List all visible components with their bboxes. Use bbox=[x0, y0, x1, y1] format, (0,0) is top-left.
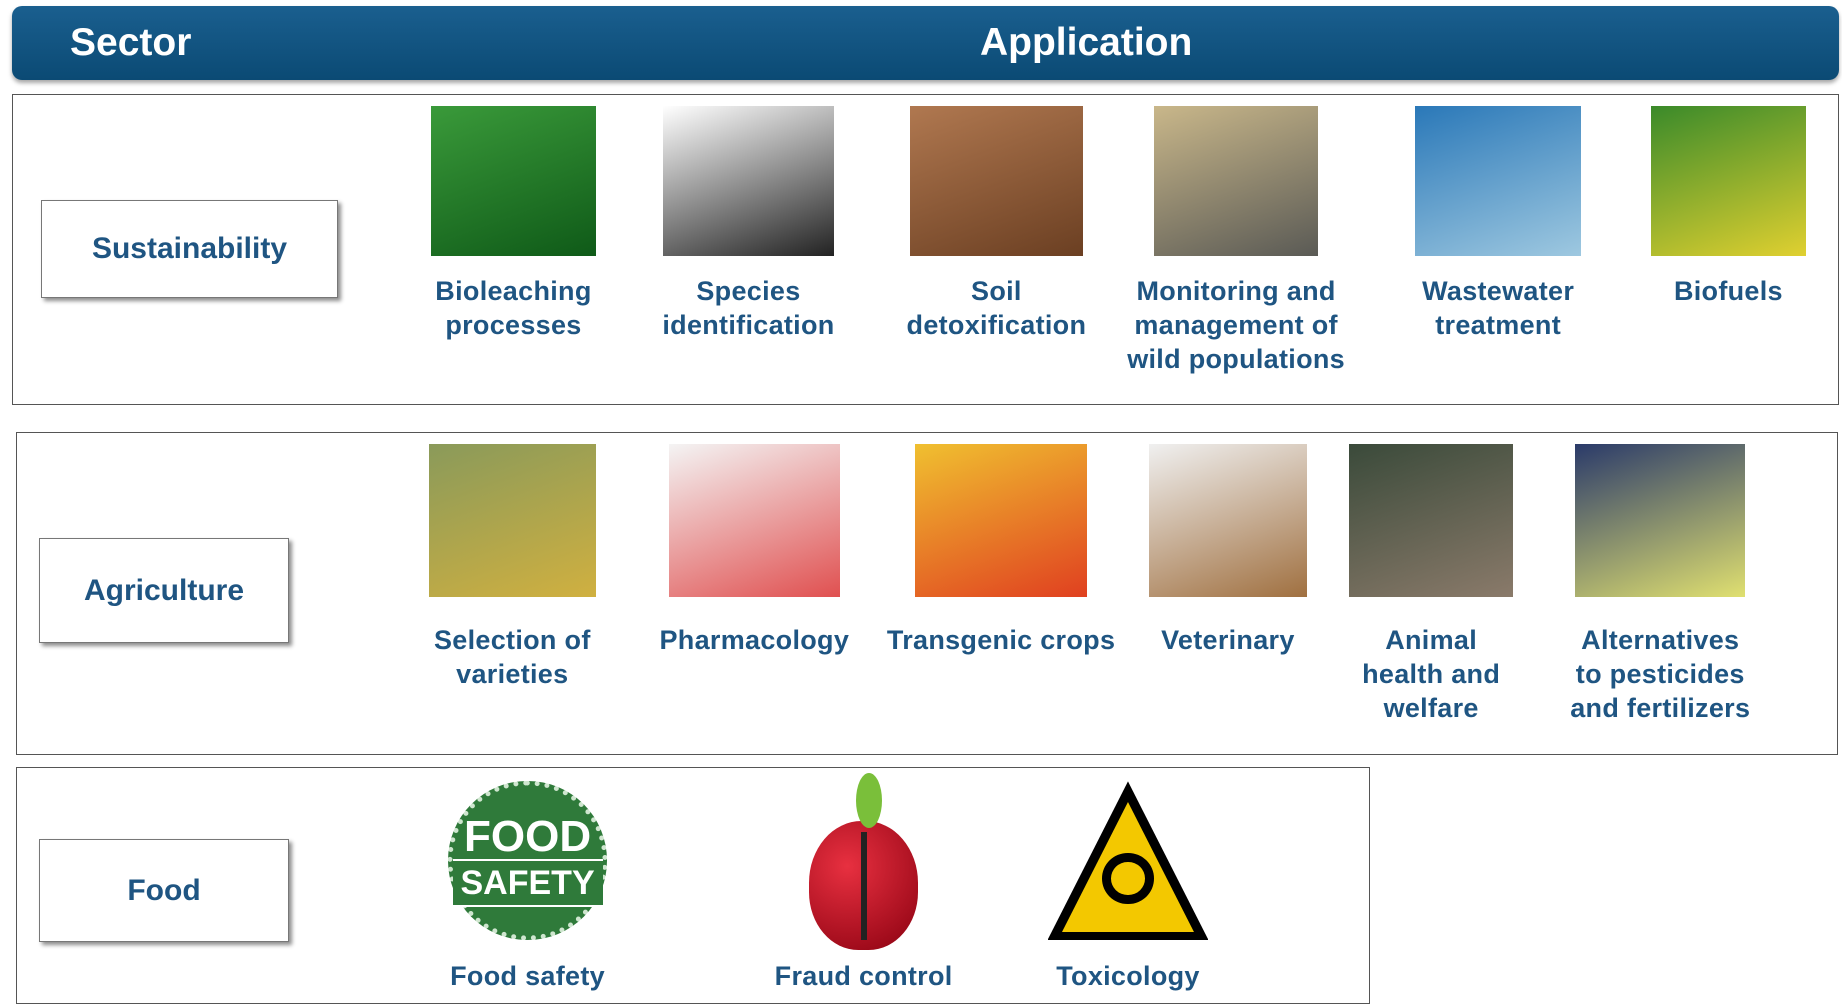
label-line: Food safety bbox=[398, 959, 658, 993]
application-image bbox=[429, 444, 596, 597]
application-image bbox=[1154, 106, 1319, 256]
application-label: Biofuels bbox=[1598, 274, 1842, 308]
label-line: Toxicology bbox=[998, 959, 1258, 993]
application-label: Pharmacology bbox=[624, 623, 884, 657]
label-line: Bioleaching bbox=[383, 274, 643, 308]
label-line: varieties bbox=[382, 657, 642, 691]
application-image bbox=[669, 444, 841, 597]
zipper bbox=[861, 832, 867, 940]
label-line: Soil bbox=[866, 274, 1126, 308]
application-image bbox=[1651, 106, 1806, 256]
badge-text: SAFETY bbox=[453, 859, 603, 907]
application-image bbox=[915, 444, 1087, 597]
label-line: Alternatives bbox=[1530, 623, 1790, 657]
page: {"header": {"sector": "Sector", "applica… bbox=[0, 0, 1842, 1003]
label-line: Biofuels bbox=[1598, 274, 1842, 308]
label-line: Animal bbox=[1301, 623, 1561, 657]
label-line: treatment bbox=[1368, 308, 1628, 342]
application-image bbox=[1149, 444, 1308, 597]
application-label: Fraud control bbox=[734, 959, 994, 993]
sector-label: Sustainability bbox=[41, 200, 338, 298]
label-line: welfare bbox=[1301, 691, 1561, 725]
label-line: Transgenic crops bbox=[871, 623, 1131, 657]
label-line: management of bbox=[1106, 308, 1366, 342]
badge-text: FOOD bbox=[464, 815, 591, 859]
application-image bbox=[431, 106, 596, 256]
label-line: health and bbox=[1301, 657, 1561, 691]
sector-label: Food bbox=[39, 839, 289, 942]
label-line: Monitoring and bbox=[1106, 274, 1366, 308]
label-line: Fraud control bbox=[734, 959, 994, 993]
application-label: Toxicology bbox=[998, 959, 1258, 993]
application-label: Food safety bbox=[398, 959, 658, 993]
label-line: detoxification bbox=[866, 308, 1126, 342]
label-line: Selection of bbox=[382, 623, 642, 657]
application-label: Transgenic crops bbox=[871, 623, 1131, 657]
label-line: Pharmacology bbox=[624, 623, 884, 657]
label-line: Species bbox=[618, 274, 878, 308]
header-sector: Sector bbox=[70, 6, 191, 80]
label-line: and fertilizers bbox=[1530, 691, 1790, 725]
header-application: Application bbox=[980, 6, 1192, 80]
application-image bbox=[663, 106, 833, 256]
application-image bbox=[910, 106, 1083, 256]
apple-image bbox=[809, 821, 919, 950]
leaf bbox=[856, 773, 882, 828]
header-bar: Sector Application bbox=[12, 6, 1839, 80]
application-image bbox=[1349, 444, 1514, 597]
sector-label: Agriculture bbox=[39, 538, 289, 643]
label-line: identification bbox=[618, 308, 878, 342]
label-line: wild populations bbox=[1106, 342, 1366, 376]
application-image bbox=[1575, 444, 1745, 597]
label-line: to pesticides bbox=[1530, 657, 1790, 691]
hazard-symbol bbox=[1102, 853, 1154, 904]
label-line: processes bbox=[383, 308, 643, 342]
application-image bbox=[1415, 106, 1581, 256]
label-line: Wastewater bbox=[1368, 274, 1628, 308]
